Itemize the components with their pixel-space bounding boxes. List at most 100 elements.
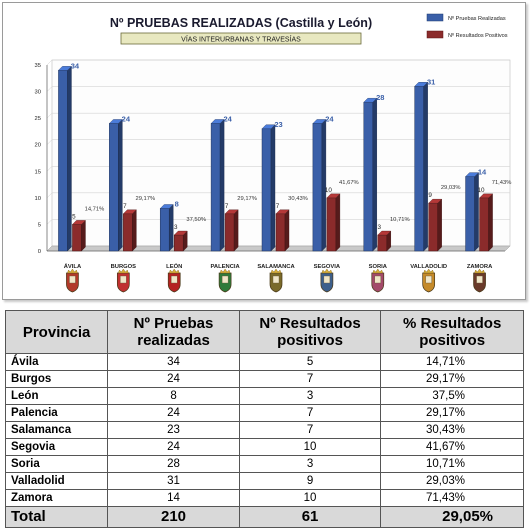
x-tick-label: VALLADOLID (410, 264, 447, 270)
data-label-pruebas: 14 (478, 168, 487, 177)
cell-provincia: Segovia (4, 438, 109, 456)
bar-positivos-front (479, 197, 489, 252)
bar-positivos-front (173, 234, 184, 252)
y-tick-label: 30 (35, 90, 41, 96)
bar-positivos-top (224, 209, 239, 215)
cell-pruebas: 14 (107, 489, 240, 507)
cell-porcentaje: 37,5% (380, 387, 524, 405)
bar-positivos (377, 230, 392, 252)
chart-legend: Nº Pruebas Realizadas Nº Resultados Posi… (426, 13, 508, 39)
bar-positivos-top (428, 198, 443, 204)
bar-pruebas-side (67, 65, 72, 252)
bar-positivos-front (275, 213, 286, 252)
total-pruebas: 210 (107, 506, 240, 528)
bar-pruebas-top (465, 172, 480, 177)
bar-pruebas (414, 81, 429, 252)
bar-positivos (479, 193, 494, 252)
cell-provincia: León (4, 387, 109, 405)
percent-label: 29,03% (441, 185, 461, 191)
cell-positivos: 9 (238, 472, 382, 490)
crest-crown (321, 268, 333, 274)
gridline-diagonal (46, 219, 53, 225)
cell-pruebas: 8 (107, 387, 240, 405)
cell-provincia: Salamanca (4, 421, 109, 439)
table-total-row: Total 210 61 29,05% (4, 506, 524, 528)
cell-porcentaje: 10,71% (380, 455, 524, 473)
cell-porcentaje: 41,67% (380, 438, 524, 456)
bar-positivos (71, 219, 86, 252)
data-label-positivos: 9 (428, 192, 432, 199)
bar-positivos-side (81, 219, 86, 252)
percent-label: 29,17% (135, 196, 155, 202)
bar-pruebas-top (159, 204, 174, 209)
header-resultados: Nº Resultados positivos (238, 310, 382, 354)
bar-positivos (428, 198, 443, 252)
cell-positivos: 7 (238, 421, 382, 439)
bar-pruebas-front (414, 86, 424, 252)
data-label-positivos: 10 (325, 187, 333, 194)
bar-pruebas-top (261, 124, 276, 129)
cell-pruebas: 24 (107, 438, 240, 456)
header-pruebas: Nº Pruebas realizadas (107, 310, 240, 354)
bars-layer (57, 65, 494, 252)
bar-pruebas-side (118, 118, 123, 252)
y-tick-label: 0 (38, 249, 41, 255)
data-label-pruebas: 34 (71, 61, 80, 70)
bar-positivos-front (72, 224, 82, 252)
bar-positivos-top (173, 230, 188, 236)
total-porcentaje: 29,05% (380, 506, 524, 528)
legend-swatch-positivos (426, 30, 444, 39)
cell-provincia: Ávila (4, 353, 109, 371)
crest-emblem (221, 275, 229, 284)
bar-pruebas (159, 204, 174, 252)
bar-positivos-side (284, 209, 290, 252)
crest-emblem (374, 275, 381, 284)
data-label-pruebas: 24 (122, 114, 131, 123)
x-tick-label: ÁVILA (64, 263, 82, 270)
bar-positivos-side (488, 193, 493, 252)
cell-positivos: 3 (238, 455, 382, 473)
cell-porcentaje: 30,43% (380, 421, 524, 439)
y-tick-label: 35 (35, 63, 41, 69)
chart-subtitle: VÍAS INTERURBANAS Y TRAVESÍAS (181, 35, 301, 44)
crest-crown (118, 268, 129, 274)
valladolid-crest-icon (422, 268, 436, 293)
crest-emblem (171, 275, 178, 284)
cell-positivos: 7 (238, 404, 382, 422)
cell-provincia: Soria (4, 455, 109, 473)
crest-emblem (476, 275, 483, 284)
bar-pruebas-front (465, 176, 475, 252)
legend-label-positivos: Nº Resultados Positivos (448, 32, 508, 39)
legend-swatch-pruebas (426, 13, 444, 22)
gridline-diagonal (46, 192, 53, 199)
bar-pruebas-top (414, 82, 429, 87)
bar-positivos-top (326, 193, 341, 199)
cell-positivos: 10 (238, 489, 382, 507)
crest-emblem (425, 275, 432, 284)
x-tick-label: SALAMANCA (257, 264, 295, 270)
cell-provincia: Valladolid (4, 472, 109, 490)
bar-pruebas-front (109, 123, 119, 252)
bar-pruebas (57, 65, 72, 252)
bar-positivos (326, 193, 341, 252)
data-label-pruebas: 24 (223, 114, 232, 123)
data-label-pruebas: 23 (274, 120, 282, 129)
cell-porcentaje: 29,17% (380, 370, 524, 388)
percent-label: 41,67% (339, 180, 359, 186)
bar-positivos (122, 209, 137, 252)
bar-positivos-side (335, 193, 341, 252)
data-label-pruebas: 28 (376, 93, 384, 102)
cell-porcentaje: 29,03% (380, 472, 524, 490)
burgos-crest-icon (116, 268, 130, 293)
bar-positivos (173, 230, 188, 252)
cell-provincia: Palencia (4, 404, 109, 422)
segovia-crest-icon (320, 268, 334, 293)
leon-crest-icon (167, 268, 181, 293)
bar-pruebas (261, 124, 276, 252)
x-tick-label: ZAMORA (467, 264, 493, 270)
header-porcentaje: % Resultados positivos (380, 310, 524, 354)
crest-emblem (272, 275, 280, 284)
zamora-crest-icon (473, 268, 486, 293)
bar-pruebas-top (57, 66, 72, 71)
bar-pruebas (465, 172, 480, 252)
